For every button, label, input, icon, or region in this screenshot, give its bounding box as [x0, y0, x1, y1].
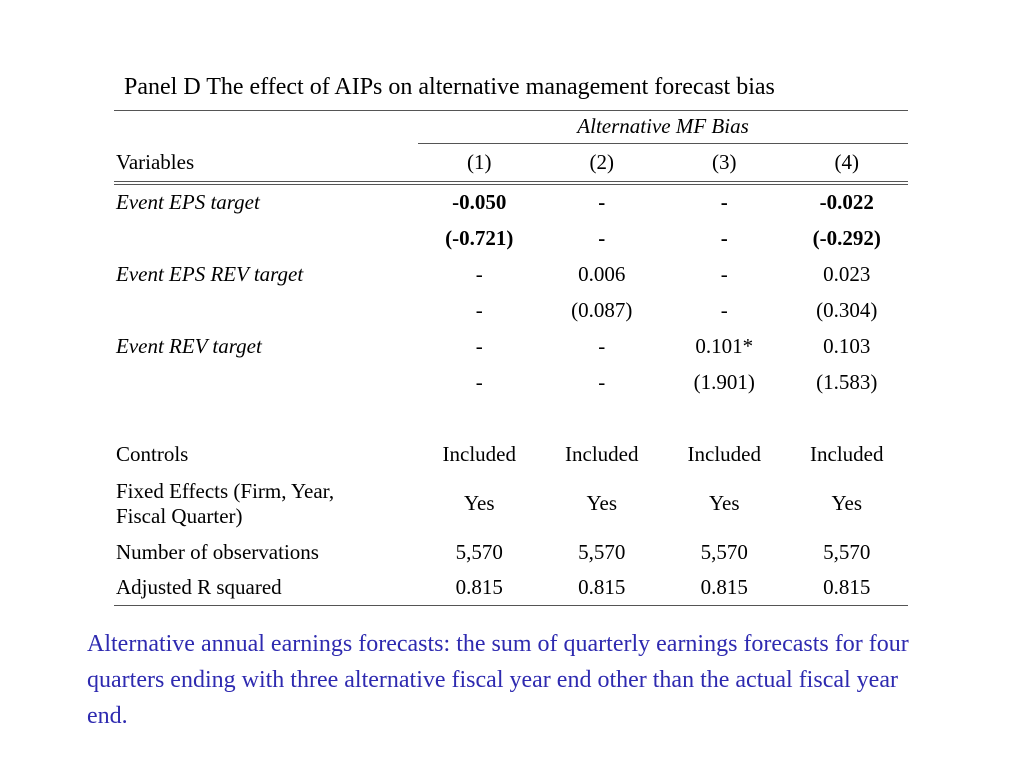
row-label: Event EPS REV target — [116, 262, 304, 287]
tstat-cell: - — [598, 226, 606, 251]
coef-cell: -0.022 — [819, 190, 874, 215]
value-cell: Included — [687, 442, 761, 467]
footnote-text: Alternative annual earnings forecasts: t… — [87, 631, 909, 729]
table-row-event-rev-target-tstat: - - (1.901) (1.583) — [114, 365, 908, 401]
dependent-variable-row: Alternative MF Bias — [114, 110, 909, 144]
row-label: Event EPS target — [116, 190, 260, 215]
row-label: Adjusted R squared — [114, 571, 418, 606]
empty-cell — [114, 401, 908, 437]
value-cell: 0.815 — [785, 571, 909, 606]
value-cell: 5,570 — [578, 540, 626, 565]
fixed-effects-label-line-1: Fixed Effects (Firm, Year, — [116, 478, 335, 503]
tstat-cell: - — [720, 298, 728, 323]
panel-title: Panel D The effect of AIPs on alternativ… — [124, 74, 775, 100]
coef-cell: - — [598, 190, 606, 215]
table-row-r-squared: Adjusted R squared 0.815 0.815 0.815 0.8… — [114, 571, 909, 606]
table-row-observations: Number of observations 5,570 5,570 5,570… — [114, 535, 908, 571]
row-label: Event REV target — [116, 334, 262, 359]
value-cell: Yes — [708, 491, 740, 516]
column-header-4: (4) — [785, 143, 909, 185]
table-row-event-rev-target-coef: Event REV target - - 0.101* 0.103 — [114, 329, 908, 365]
coef-cell: - — [720, 190, 728, 215]
tstat-cell: (-0.721) — [445, 226, 514, 251]
table-row-fixed-effects: Fixed Effects (Firm, Year, Fiscal Quarte… — [114, 473, 908, 535]
value-cell: Yes — [831, 491, 863, 516]
coef-cell: 0.023 — [823, 262, 871, 287]
tstat-cell: - — [475, 370, 483, 395]
tstat-cell: - — [720, 226, 728, 251]
value-cell: 5,570 — [823, 540, 871, 565]
header-row: Variables (1) (2) (3) (4) — [114, 143, 909, 185]
value-cell: Yes — [586, 491, 618, 516]
row-label: Controls — [116, 442, 189, 467]
value-cell: Included — [810, 442, 884, 467]
tstat-cell: (0.087) — [571, 298, 633, 323]
row-label: Fixed Effects (Firm, Year, Fiscal Quarte… — [114, 473, 418, 535]
coef-cell: 0.101* — [695, 334, 754, 359]
value-cell: Yes — [463, 491, 495, 516]
tstat-cell: (-0.292) — [812, 226, 881, 251]
column-header-2: (2) — [540, 143, 663, 185]
coef-cell: - — [598, 334, 606, 359]
coef-cell: 0.006 — [578, 262, 626, 287]
empty-cell — [114, 110, 418, 144]
tstat-cell: - — [475, 298, 483, 323]
table-row-event-eps-target-coef: Event EPS target -0.050 - - -0.022 — [114, 183, 908, 221]
coef-cell: - — [475, 334, 483, 359]
empty-cell — [114, 293, 418, 329]
coef-cell: - — [720, 262, 728, 287]
tstat-cell: (1.901) — [693, 370, 755, 395]
empty-cell — [114, 365, 418, 401]
tstat-cell: (0.304) — [816, 298, 878, 323]
column-header-1: (1) — [418, 143, 541, 185]
dependent-variable-label: Alternative MF Bias — [418, 110, 909, 144]
value-cell: 0.815 — [418, 571, 541, 606]
value-cell: Included — [442, 442, 516, 467]
coef-cell: - — [475, 262, 483, 287]
coef-cell: 0.103 — [823, 334, 871, 359]
tstat-cell: (1.583) — [816, 370, 878, 395]
table-row-controls: Controls Included Included Included Incl… — [114, 437, 908, 473]
value-cell: 5,570 — [700, 540, 748, 565]
variables-header: Variables — [114, 143, 418, 185]
value-cell: 5,570 — [455, 540, 503, 565]
table-row-event-eps-target-tstat: (-0.721) - - (-0.292) — [114, 221, 908, 257]
value-cell: 0.815 — [663, 571, 786, 606]
fixed-effects-label-line-2: Fiscal Quarter) — [116, 504, 243, 528]
tstat-cell: - — [598, 370, 606, 395]
value-cell: Included — [565, 442, 639, 467]
table-row-event-eps-rev-target-coef: Event EPS REV target - 0.006 - 0.023 — [114, 257, 908, 293]
regression-table: Alternative MF Bias Variables (1) (2) (3… — [114, 110, 909, 606]
empty-cell — [114, 221, 418, 257]
row-label: Number of observations — [116, 540, 319, 565]
value-cell: 0.815 — [540, 571, 663, 606]
spacer-row — [114, 401, 908, 437]
coef-cell: -0.050 — [452, 190, 507, 215]
table-row-event-eps-rev-target-tstat: - (0.087) - (0.304) — [114, 293, 908, 329]
column-header-3: (3) — [663, 143, 786, 185]
